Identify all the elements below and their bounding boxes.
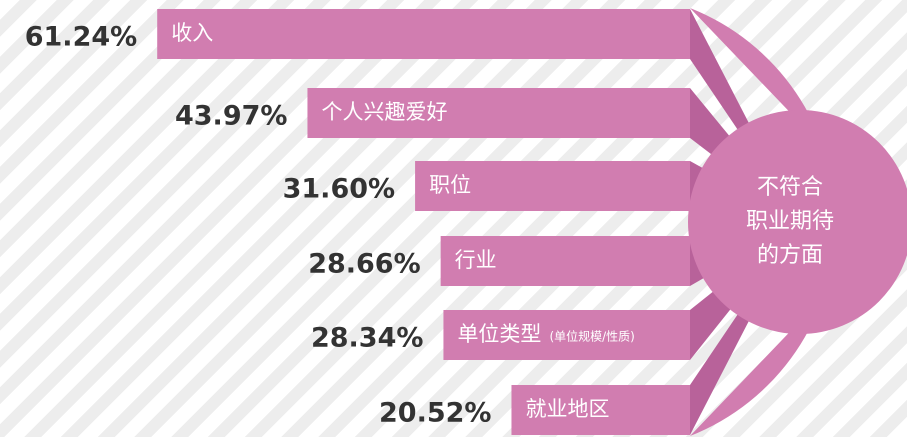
- bar: [157, 9, 690, 59]
- value-label: 43.97%: [175, 101, 287, 132]
- bar-connector: [690, 290, 732, 360]
- bar-label: 个人兴趣爱好: [321, 100, 447, 124]
- center-label: 职业期待: [746, 209, 834, 234]
- bar-label: 就业地区: [525, 397, 609, 421]
- bar: [443, 310, 690, 360]
- bar: [307, 88, 690, 138]
- bar-connector: [690, 88, 731, 156]
- bar-annotation: (单位规模/性质): [549, 329, 634, 344]
- bar-label: 职位: [429, 173, 471, 197]
- value-label: 31.60%: [283, 174, 395, 205]
- center-label: 的方面: [757, 243, 823, 268]
- center-label: 不符合: [757, 175, 823, 200]
- bar: [511, 385, 690, 435]
- bar-connector: [690, 312, 750, 435]
- bar-label: 收入: [171, 21, 213, 45]
- bar: [415, 161, 690, 211]
- value-label: 28.34%: [311, 323, 423, 354]
- value-label: 28.66%: [308, 249, 420, 280]
- bar-label: 行业: [455, 248, 497, 272]
- bar-label: 单位类型: [457, 322, 541, 346]
- center-disc: [688, 110, 907, 334]
- value-label: 20.52%: [379, 398, 491, 429]
- bar-connector: [690, 9, 750, 132]
- bar: [440, 236, 690, 286]
- value-label: 61.24%: [25, 22, 137, 53]
